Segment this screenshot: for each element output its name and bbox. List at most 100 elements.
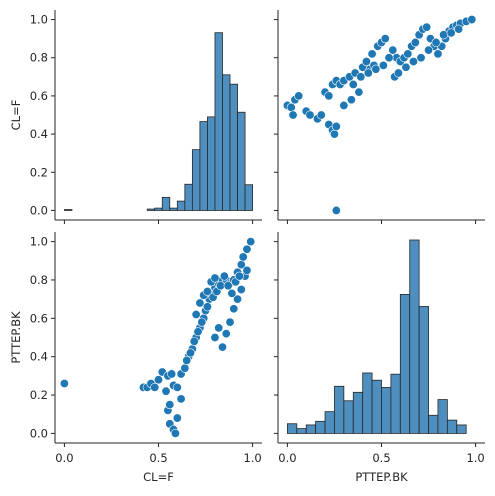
y-tick-label: 0.0 — [30, 203, 48, 217]
scatter-point — [346, 95, 356, 105]
scatter-point — [467, 15, 477, 25]
scatter-point — [433, 49, 443, 59]
scatter-point — [446, 28, 456, 38]
scatter-point — [356, 72, 366, 82]
scatter-point — [422, 22, 432, 32]
scatter-point — [403, 49, 413, 59]
cl-hist-bar — [64, 209, 73, 211]
y-axis-label-bottom: PTTEP.BK — [9, 311, 23, 364]
scatter-point — [416, 53, 426, 63]
scatter-point — [167, 369, 177, 379]
scatter-point — [165, 400, 175, 410]
ptt-hist-bar — [362, 372, 373, 434]
scatter-point — [234, 271, 244, 281]
scatter-point — [361, 57, 371, 67]
cl-hist-bar — [146, 208, 156, 211]
ptt-hist-bar — [287, 423, 298, 434]
cl-hist-bar — [207, 116, 216, 211]
scatter-point — [288, 110, 298, 120]
scatter-point — [348, 79, 358, 89]
panel-scatter-ptt-vs-cl — [274, 10, 485, 224]
scatter-point — [185, 348, 195, 358]
scatter-point — [242, 265, 252, 275]
scatter-point — [408, 57, 418, 67]
scatter-point — [329, 129, 339, 139]
y-tick-label: 0.4 — [30, 350, 48, 364]
ptt-hist-bar — [418, 306, 429, 434]
ptt-hist-bar — [446, 419, 458, 434]
scatter-point — [424, 45, 434, 55]
x-axis-label-right: PTTEP.BK — [355, 470, 408, 484]
y-tick-label: 0.4 — [30, 127, 48, 141]
scatter-point — [371, 64, 381, 74]
scatter-point — [410, 37, 420, 47]
scatter-point — [217, 342, 227, 352]
panel-scatter-cl-vs-ptt: 0.0 0.2 0.4 0.6 0.8 1.0 0.0 0.5 1.0 — [30, 232, 262, 465]
cl-hist-bar — [191, 149, 201, 211]
ptt-hist-bar — [390, 373, 401, 434]
cl-hist-bar — [237, 111, 246, 211]
scatter-point — [161, 386, 171, 396]
scatter-point — [225, 317, 235, 327]
scatter-point — [189, 336, 199, 346]
cl-hist-bar — [161, 196, 171, 211]
scatter-point — [223, 281, 233, 291]
y-tick-label: 0.0 — [30, 426, 48, 440]
scatter-point — [388, 45, 398, 55]
scatter-point — [294, 91, 304, 101]
scatter-point — [331, 121, 341, 131]
cl-hist-bar — [169, 207, 178, 211]
scatter-point — [384, 53, 394, 63]
scatter-point — [431, 37, 441, 47]
ptt-hist-bar — [428, 414, 439, 434]
y-tick-label: 1.0 — [30, 13, 48, 27]
ptt-hist-bar — [343, 400, 354, 434]
scatter-point — [219, 271, 229, 281]
x-tick-label: 1.0 — [466, 451, 484, 465]
x-tick-label: 1.0 — [243, 451, 261, 465]
scatter-point — [197, 317, 207, 327]
ptt-hist-bar — [324, 411, 335, 434]
x-tick-label: 0.5 — [149, 451, 167, 465]
scatter-point — [202, 286, 212, 296]
scatter-point — [367, 49, 377, 59]
scatter-point — [238, 252, 248, 262]
scatter-point — [202, 302, 212, 312]
x-tick-label: 0.0 — [55, 451, 73, 465]
scatter-point — [227, 288, 237, 298]
cl-hist-bar — [184, 183, 193, 211]
scatter-point — [210, 273, 220, 283]
ptt-hist-bar — [381, 387, 392, 434]
scatter-point — [221, 329, 231, 339]
cl-hist-bar — [244, 184, 253, 211]
y-tick-label: 0.8 — [30, 51, 48, 65]
scatter-point — [439, 30, 449, 40]
scatter-point — [229, 304, 239, 314]
scatter-point — [182, 356, 192, 366]
cl-hist-bar — [154, 207, 163, 211]
x-tick-label: 0.0 — [278, 451, 296, 465]
panel-cl-hist: 0.0 0.2 0.4 0.6 0.8 1.0 — [30, 10, 262, 224]
ptt-hist-bar — [315, 420, 326, 434]
scatter-point — [393, 68, 403, 78]
scatter-point — [324, 91, 334, 101]
scatter-point — [363, 68, 373, 78]
ptt-hist-bar — [399, 293, 411, 434]
scatter-point — [454, 24, 464, 34]
ptt-hist-bar — [296, 428, 307, 434]
scatter-point — [180, 363, 190, 373]
ptt-hist-bar — [305, 424, 317, 434]
scatter-point — [154, 375, 164, 385]
cl-hist-bar — [214, 32, 223, 211]
y-tick-label: 0.6 — [30, 89, 48, 103]
ptt-hist-bar — [456, 424, 467, 434]
scatter-point — [195, 298, 205, 308]
cl-hist-bar — [176, 200, 186, 211]
scatter-point — [331, 205, 341, 215]
scatter-point — [236, 285, 246, 295]
y-tick-label: 0.2 — [30, 388, 48, 402]
scatter-point — [193, 327, 203, 337]
scatter-point — [378, 60, 388, 70]
scatter-point — [401, 62, 411, 72]
